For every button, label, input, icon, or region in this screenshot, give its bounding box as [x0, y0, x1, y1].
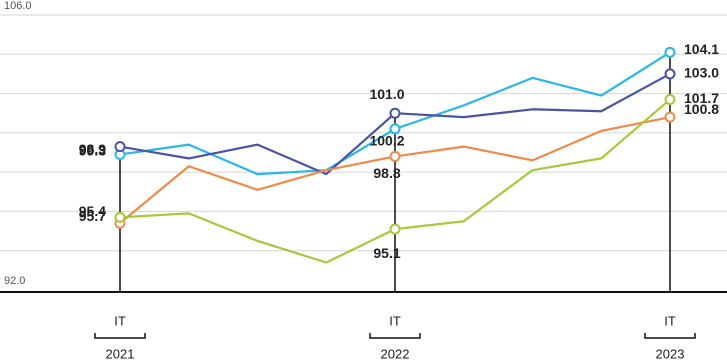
- year-label: 2021: [106, 346, 135, 361]
- point: [664, 111, 676, 123]
- year-label: 2023: [656, 346, 685, 361]
- data-label: 100.2: [369, 133, 404, 149]
- x-tick-label: IT: [389, 313, 401, 328]
- y-tick-label: 106.0: [4, 0, 32, 12]
- data-label: 95.4: [79, 203, 106, 219]
- year-bracket: [644, 333, 696, 339]
- x-tick-label: IT: [664, 313, 676, 328]
- y-tick-label: 92.0: [4, 275, 25, 287]
- point: [389, 123, 401, 135]
- year-label: 2022: [381, 346, 410, 361]
- data-label: 101.0: [369, 86, 404, 102]
- year-bracket: [94, 333, 146, 339]
- data-label: 99.3: [79, 142, 106, 158]
- point: [664, 68, 676, 80]
- data-label: 98.9: [79, 141, 106, 157]
- year-bracket: [369, 333, 421, 339]
- data-label: 101.7: [684, 90, 719, 106]
- point: [114, 211, 126, 223]
- point: [389, 223, 401, 235]
- data-label: 103.0: [684, 65, 719, 81]
- data-label: 98.8: [373, 165, 400, 181]
- x-tick-label: IT: [114, 313, 126, 328]
- data-label: 104.1: [684, 41, 719, 57]
- point: [664, 93, 676, 105]
- data-label: 95.7: [79, 208, 106, 224]
- point: [114, 141, 126, 153]
- point: [664, 46, 676, 58]
- point: [389, 107, 401, 119]
- data-label: 95.1: [373, 245, 400, 261]
- data-label: 100.8: [684, 101, 719, 117]
- point: [389, 150, 401, 162]
